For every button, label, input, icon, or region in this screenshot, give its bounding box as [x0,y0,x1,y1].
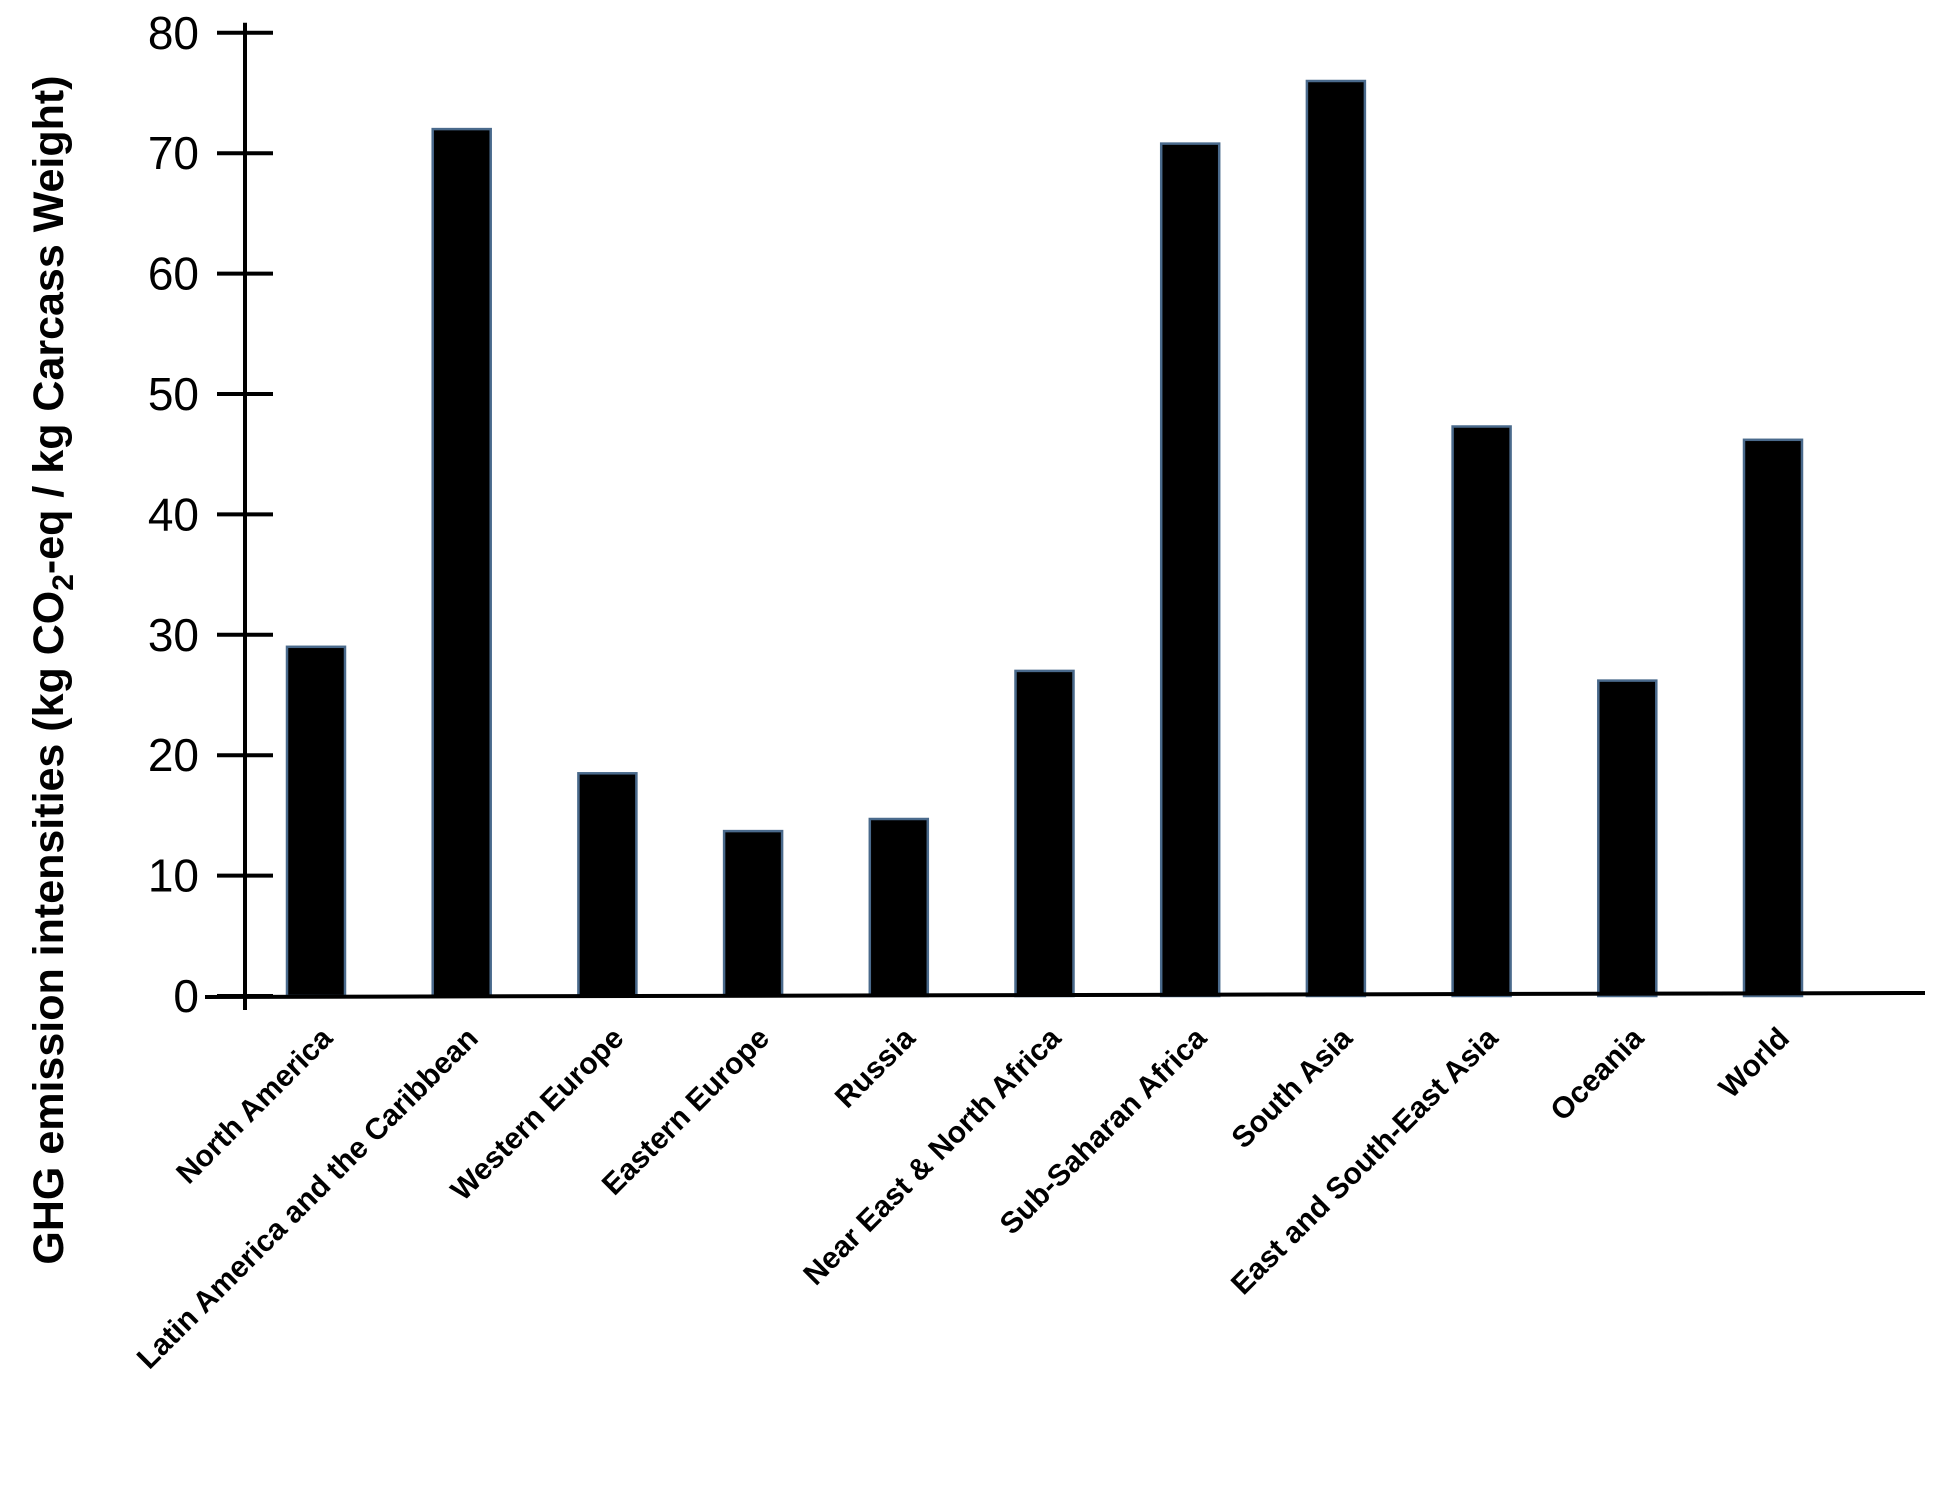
bar-western-europe [577,772,638,998]
x-category-label: East and South-East Asia [1225,1021,1505,1301]
bar-world [1742,438,1804,998]
bar-eastern-europe [722,829,784,998]
y-axis-title: GHG emission intensities (kg CO2-eq / kg… [25,75,80,1264]
y-tick-label: 20 [148,729,199,781]
y-tick-label: 50 [148,368,199,420]
y-tick-label: 10 [148,850,199,902]
x-category-label: North America [170,1021,339,1190]
x-category-label: South Asia [1226,1021,1360,1155]
y-tick-label: 30 [148,609,199,661]
x-category-label: Near East & North Africa [797,1021,1067,1291]
y-ticks-layer: 0 10 20 30 40 50 60 70 80 [148,7,273,1022]
y-tick-label: 0 [173,970,199,1022]
x-category-label: World [1713,1022,1796,1105]
y-tick-label: 60 [148,248,199,300]
x-category-label: Russia [829,1021,922,1114]
y-tick-label: 80 [148,7,199,59]
y-tick-label: 70 [148,127,199,179]
y-axis-title-subscript: 2 [47,574,80,591]
bar-russia [868,817,930,998]
bar-south-asia [1305,79,1367,998]
bar-near-east-north-africa [1014,669,1075,998]
y-axis-title-suffix: -eq / kg Carcass Weight) [25,75,73,574]
x-axis-line [204,991,1926,999]
x-category-label: Oceania [1544,1021,1650,1127]
bars-layer [285,79,1804,998]
bar-oceania [1597,679,1658,998]
y-axis-title-main: GHG emission intensities (kg CO [25,591,73,1265]
bar-sub-saharan-africa [1159,142,1221,998]
bar-north-america [285,645,347,998]
y-tick-label: 40 [148,488,199,540]
bar-east-and-south-east-asia [1451,425,1512,998]
bar-latin-america-and-the-caribbean [431,127,492,998]
